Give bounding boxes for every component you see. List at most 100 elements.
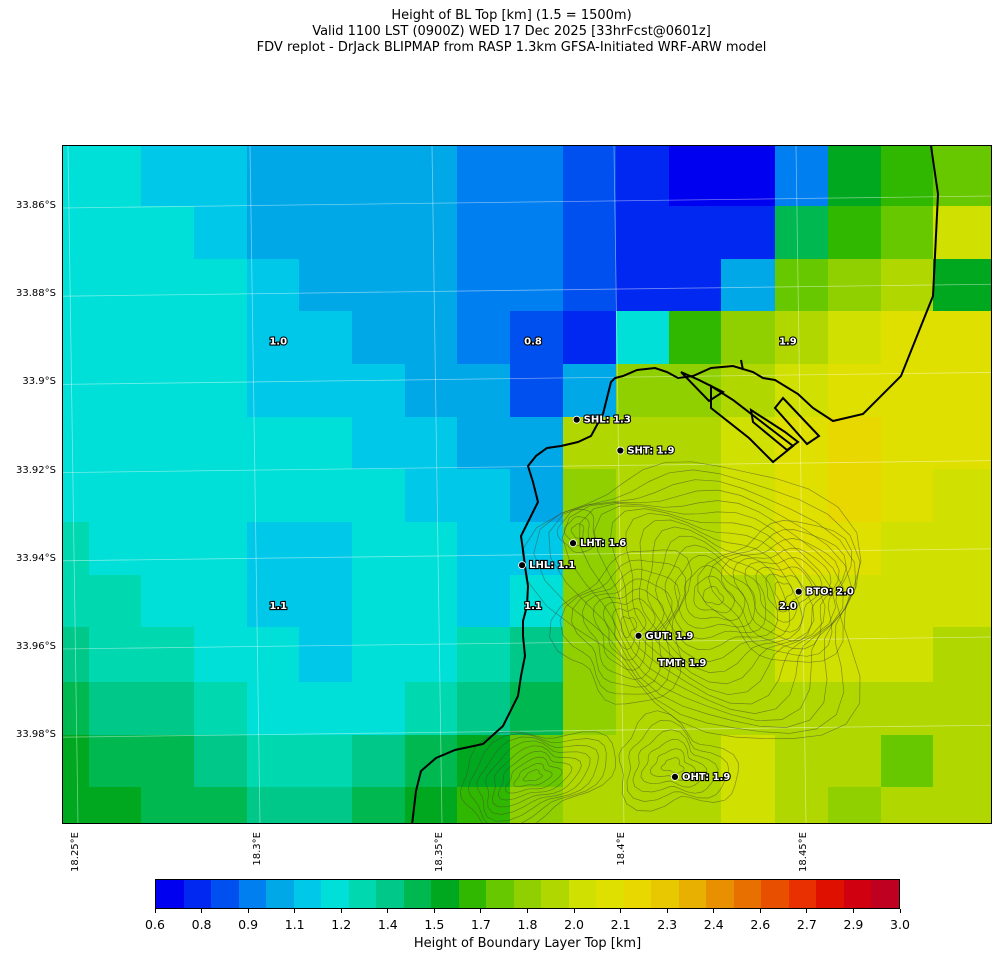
grid-cell <box>616 259 670 312</box>
grid-cell <box>194 364 248 418</box>
grid-cell <box>141 364 195 418</box>
grid-cell <box>721 154 776 207</box>
grid-cell <box>775 259 829 312</box>
grid-cell <box>933 787 991 823</box>
grid-cell <box>669 787 722 823</box>
contour-line <box>620 616 638 639</box>
map-panel[interactable]: 1.0 0.8 1.9 1.1 1.1 2.0 TMT: 1.9 SHL: 1.3 SHT: … <box>62 145 992 824</box>
contour-line <box>467 733 607 823</box>
contour-line <box>674 555 756 629</box>
grid-cell <box>63 154 90 207</box>
colorbar-tick-mark <box>387 909 389 913</box>
colorbar-tick-label: 2.4 <box>703 917 724 932</box>
grid-value-label: 2.0 <box>779 601 797 612</box>
grid-cell <box>89 735 142 788</box>
grid-cell <box>881 311 934 365</box>
grid-cell <box>721 735 776 788</box>
grid-cell <box>405 417 458 470</box>
colorbar-tick-label: 1.4 <box>377 917 398 932</box>
colorbar-tick-mark <box>480 909 482 913</box>
parallel-line <box>63 372 991 385</box>
meridian-line <box>613 146 625 823</box>
grid-cell <box>141 522 195 576</box>
grid-cell <box>89 206 142 260</box>
grid-cell <box>457 469 511 523</box>
grid-cell <box>63 364 90 418</box>
grid-cell <box>616 682 670 736</box>
grid-cell <box>563 627 617 683</box>
contour-line <box>581 578 673 680</box>
grid-cell <box>247 787 300 823</box>
grid-cell <box>247 311 300 365</box>
grid-cell <box>89 522 142 576</box>
meridian-line <box>67 146 79 823</box>
station-dot[interactable] <box>634 631 643 640</box>
grid-cell <box>299 522 353 576</box>
grid-cell <box>89 311 142 365</box>
grid-cell <box>194 146 248 155</box>
grid-cell <box>352 206 406 260</box>
grid-cell <box>563 469 617 523</box>
grid-cell <box>247 364 300 418</box>
grid-cell <box>352 311 406 365</box>
grid-value-label: 1.1 <box>524 601 542 612</box>
map-canvas[interactable]: 1.0 0.8 1.9 1.1 1.1 2.0 TMT: 1.9 SHL: 1.3 SHT: … <box>63 146 992 824</box>
grid-cell <box>141 682 195 736</box>
grid-cell <box>352 154 406 207</box>
grid-cell <box>881 259 934 312</box>
grid-value-label: 0.8 <box>524 336 542 347</box>
grid-cell <box>721 146 776 155</box>
colorbar-tick-label: 1.5 <box>424 917 445 932</box>
grid-cell <box>405 627 458 683</box>
contour-line <box>485 740 591 815</box>
station-dot[interactable] <box>671 772 679 781</box>
latitude-tick-label: 33.92°S <box>16 464 56 476</box>
grid-cell <box>669 154 722 207</box>
grid-cell <box>828 206 882 260</box>
grid-cell <box>194 735 248 788</box>
station-dot[interactable] <box>616 446 625 455</box>
grid-cell <box>247 682 300 736</box>
grid-cell <box>933 154 991 207</box>
coastline <box>411 146 940 823</box>
grid-cell <box>721 259 776 312</box>
grid-cell <box>63 311 90 365</box>
colorbar-swatch <box>293 880 322 908</box>
station-dot[interactable] <box>569 539 577 548</box>
grid-value-labels: 1.0 0.8 1.9 1.1 1.1 2.0 TMT: 1.9 <box>268 335 798 670</box>
contour-line <box>559 559 687 695</box>
grid-cell <box>405 259 458 312</box>
station-dot[interactable] <box>572 415 581 424</box>
station-label: GUT: 1.9 <box>646 631 694 642</box>
colorbar-swatch <box>211 880 239 908</box>
grid-cell <box>352 417 406 470</box>
latitude-tick-label: 33.9°S <box>22 376 56 388</box>
grid-cell <box>194 522 248 576</box>
contour-line <box>774 581 793 602</box>
station-dot[interactable] <box>518 561 526 570</box>
grid-cell <box>616 364 670 418</box>
colorbar-tick-mark <box>620 909 622 913</box>
grid-cell <box>775 146 829 155</box>
grid-cell <box>510 627 564 683</box>
grid-cell <box>616 575 670 628</box>
grid-cell <box>63 682 90 736</box>
contour-line <box>655 535 778 650</box>
contour-line <box>626 720 730 802</box>
contour-line <box>476 736 599 822</box>
grid-cell <box>669 417 722 470</box>
grid-cell <box>881 735 934 788</box>
station-dot[interactable] <box>794 587 803 596</box>
contour-line <box>571 568 681 688</box>
grid-cell <box>828 417 882 470</box>
colorbar-swatch <box>348 880 377 908</box>
grid-cell <box>881 522 934 576</box>
contour-line <box>625 512 815 685</box>
colorbar-tick-label: 1.1 <box>284 917 305 932</box>
grid-cell <box>933 522 991 576</box>
colorbar-tick-label: 2.1 <box>610 917 631 932</box>
grid-value-label: 1.1 <box>269 601 287 612</box>
grid-cell <box>828 627 882 683</box>
contour-line <box>548 479 857 728</box>
contour-line <box>609 508 826 696</box>
